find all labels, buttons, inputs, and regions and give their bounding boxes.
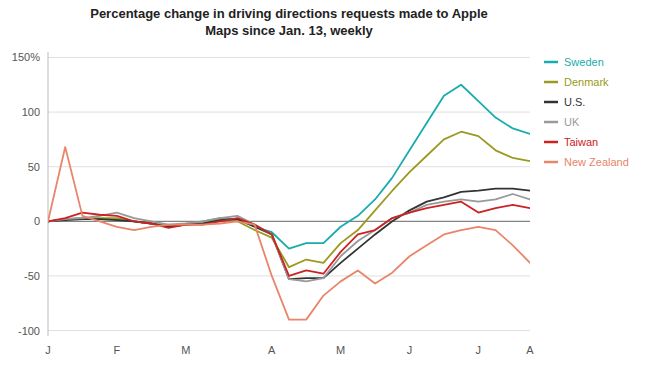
- title-line: Percentage change in driving directions …: [90, 6, 488, 21]
- legend-label: Sweden: [564, 56, 604, 68]
- x-tick-label: F: [113, 344, 120, 356]
- y-tick-label: -50: [24, 270, 40, 282]
- y-tick-label: -100: [18, 325, 40, 337]
- chart-container: Percentage change in driving directions …: [0, 0, 650, 366]
- legend-swatch: [544, 121, 558, 124]
- x-tick-label: J: [476, 344, 482, 356]
- legend-label: U.S.: [564, 96, 585, 108]
- title: Percentage change in driving directions …: [90, 6, 488, 38]
- legend-label: New Zealand: [564, 156, 629, 168]
- lines: [48, 85, 530, 320]
- y-tick-label: 0: [34, 215, 40, 227]
- y-tick-label: 150%: [12, 51, 40, 63]
- legend-swatch: [544, 141, 558, 144]
- y-tick-label: 50: [28, 161, 40, 173]
- series-line: [48, 194, 530, 281]
- grid-line: [48, 112, 530, 113]
- grid-line: [48, 166, 530, 167]
- legend-label: Denmark: [564, 76, 609, 88]
- series-line: [48, 189, 530, 280]
- y-axis-line: [48, 52, 49, 336]
- title-line: Maps since Jan. 13, weekly: [205, 23, 373, 38]
- grid-line: [48, 57, 530, 58]
- legend-label: Taiwan: [564, 136, 598, 148]
- x-tick-label: J: [407, 344, 413, 356]
- series-line: [48, 202, 530, 276]
- legend-swatch: [544, 81, 558, 84]
- grid: [48, 57, 530, 330]
- legend-swatch: [544, 101, 558, 104]
- legend-swatch: [544, 161, 558, 164]
- x-tick-label: A: [526, 344, 534, 356]
- x-tick-label: M: [181, 344, 190, 356]
- background: [0, 0, 650, 366]
- grid-line: [48, 330, 530, 331]
- x-tick-label: A: [268, 344, 276, 356]
- legend-swatch: [544, 61, 558, 64]
- chart: Percentage change in driving directions …: [0, 0, 650, 366]
- series-line: [48, 147, 530, 320]
- series-line: [48, 85, 530, 249]
- x-tick-label: J: [45, 344, 51, 356]
- legend: Sweden Denmark U.S. UK Taiwan New Zealand: [544, 56, 629, 168]
- legend-label: UK: [564, 116, 580, 128]
- y-tick-label: 100: [22, 106, 40, 118]
- x-tick-label: M: [336, 344, 345, 356]
